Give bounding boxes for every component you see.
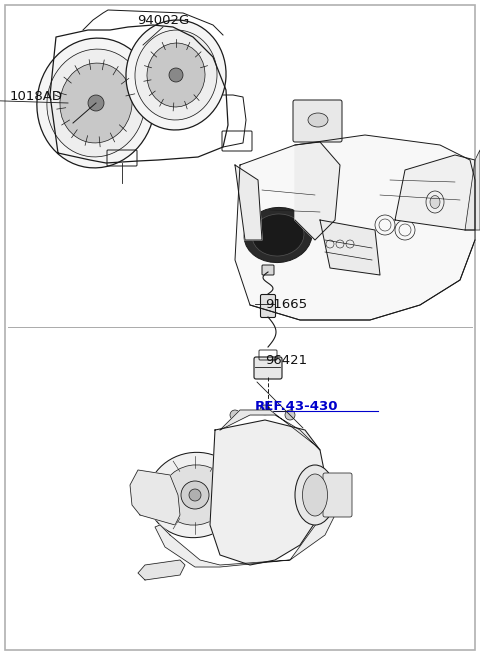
Ellipse shape: [148, 453, 242, 538]
Polygon shape: [395, 155, 475, 230]
Ellipse shape: [147, 43, 205, 107]
Circle shape: [285, 410, 295, 420]
Ellipse shape: [161, 465, 229, 525]
Circle shape: [260, 405, 270, 415]
Ellipse shape: [135, 30, 217, 120]
Text: 1018AD: 1018AD: [10, 90, 63, 103]
Polygon shape: [155, 505, 335, 567]
Ellipse shape: [244, 208, 312, 263]
Circle shape: [181, 481, 209, 509]
Ellipse shape: [252, 214, 304, 256]
Polygon shape: [210, 420, 325, 565]
Ellipse shape: [430, 195, 440, 208]
Ellipse shape: [37, 38, 155, 168]
Ellipse shape: [308, 113, 328, 127]
FancyBboxPatch shape: [254, 357, 282, 379]
Ellipse shape: [295, 465, 335, 525]
Ellipse shape: [302, 474, 327, 516]
Ellipse shape: [60, 63, 132, 143]
Text: 94002G: 94002G: [137, 14, 189, 27]
FancyBboxPatch shape: [262, 265, 274, 275]
Text: REF.43-430: REF.43-430: [255, 400, 338, 413]
Polygon shape: [295, 142, 340, 240]
Polygon shape: [235, 165, 262, 240]
Circle shape: [230, 410, 240, 420]
Polygon shape: [130, 470, 180, 525]
Polygon shape: [138, 560, 185, 580]
FancyBboxPatch shape: [323, 473, 352, 517]
Circle shape: [189, 489, 201, 501]
Circle shape: [88, 95, 104, 111]
FancyBboxPatch shape: [261, 295, 276, 318]
Polygon shape: [465, 150, 480, 230]
Polygon shape: [235, 135, 475, 320]
Text: 91665: 91665: [265, 299, 307, 312]
Polygon shape: [320, 220, 380, 275]
FancyBboxPatch shape: [293, 100, 342, 142]
Ellipse shape: [47, 49, 145, 157]
Polygon shape: [220, 410, 320, 450]
Text: 96421: 96421: [265, 354, 307, 367]
Ellipse shape: [126, 20, 226, 130]
Circle shape: [169, 68, 183, 82]
